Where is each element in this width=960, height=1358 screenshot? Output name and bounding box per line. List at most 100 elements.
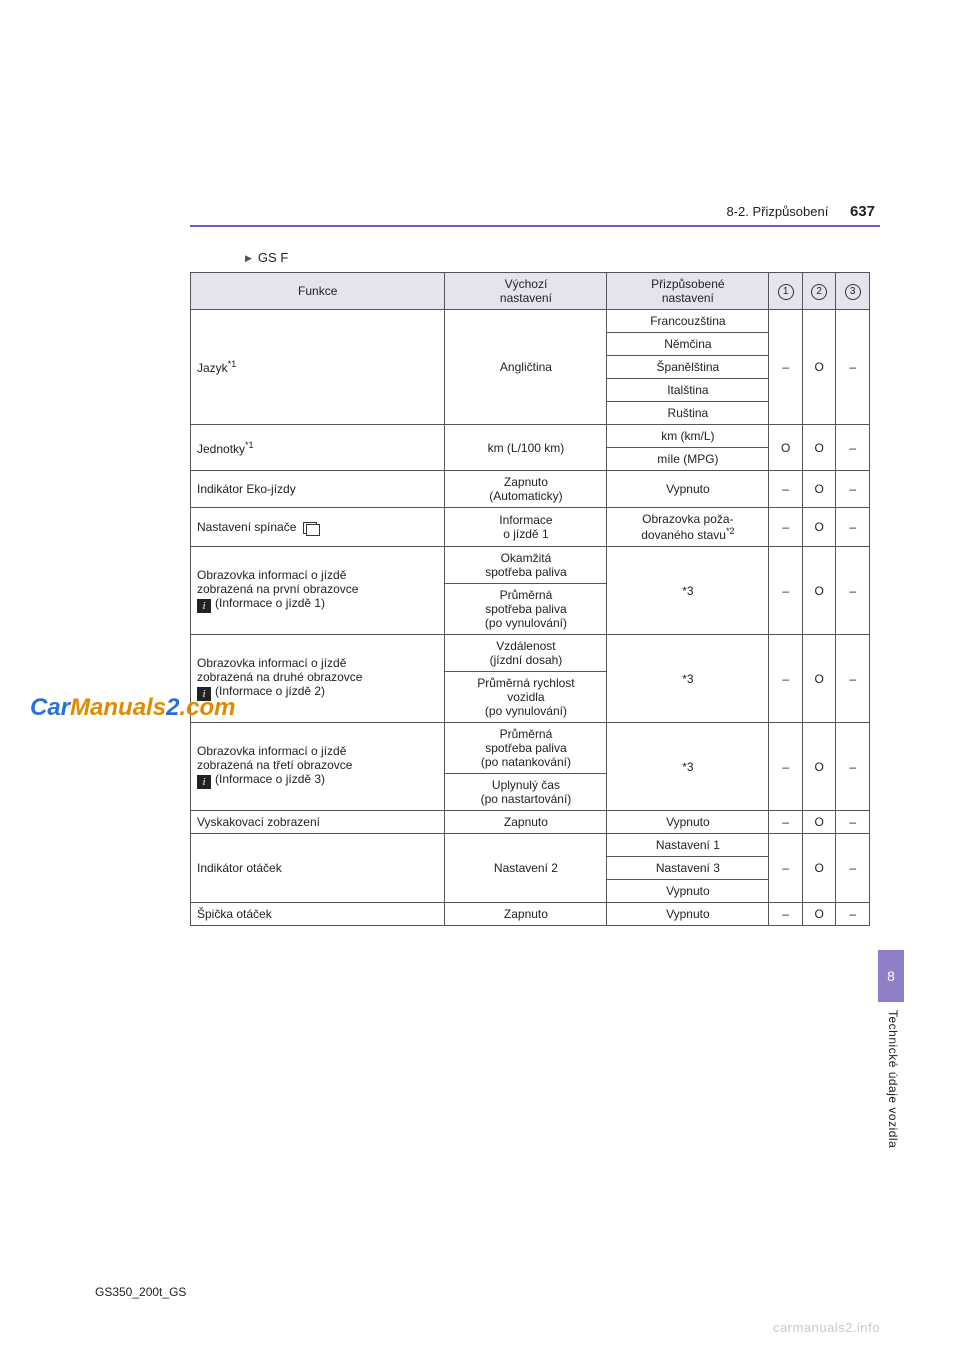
- cell-mark: O: [802, 834, 836, 903]
- cell-mark: –: [836, 811, 870, 834]
- cell-mark: –: [836, 471, 870, 508]
- cell-default: Průměrná spotřeba paliva (po vynulování): [445, 584, 607, 635]
- col-1: 1: [769, 273, 803, 310]
- func-text: Obrazovka informací o jízdě: [197, 656, 346, 670]
- func-text: Obrazovka informací o jízdě: [197, 744, 346, 758]
- func-text: (Informace o jízdě 2): [215, 684, 325, 698]
- cell-mark: –: [769, 834, 803, 903]
- cell-mark: O: [802, 811, 836, 834]
- cell-custom: Ruština: [607, 402, 769, 425]
- switch-icon: [303, 522, 317, 534]
- table-row: Obrazovka informací o jízdě zobrazená na…: [191, 547, 870, 584]
- watermark-part: 2: [166, 694, 179, 721]
- cell-default: Zapnuto: [445, 903, 607, 926]
- cell-default: Zapnuto (Automaticky): [445, 471, 607, 508]
- cell-custom: Nastavení 3: [607, 857, 769, 880]
- page-number: 637: [850, 203, 875, 220]
- cell-custom: *3: [607, 723, 769, 811]
- chapter-label: Technické údaje vozidla: [886, 1010, 900, 1148]
- info-icon: i: [197, 599, 211, 613]
- col-3: 3: [836, 273, 870, 310]
- footnote-marker: *2: [726, 526, 735, 536]
- cell-mark: –: [769, 508, 803, 547]
- cell-mark: –: [836, 903, 870, 926]
- table-row: Obrazovka informací o jízdě zobrazená na…: [191, 635, 870, 672]
- col-custom: Přizpůsobené nastavení: [607, 273, 769, 310]
- cell-custom: Vypnuto: [607, 880, 769, 903]
- cell-mark: –: [836, 723, 870, 811]
- cell-custom: Nastavení 1: [607, 834, 769, 857]
- cell-function: Obrazovka informací o jízdě zobrazená na…: [191, 723, 445, 811]
- cell-mark: O: [802, 310, 836, 425]
- cell-mark: –: [769, 310, 803, 425]
- cell-mark: O: [769, 425, 803, 471]
- cell-custom: *3: [607, 635, 769, 723]
- cell-mark: O: [802, 425, 836, 471]
- col-2: 2: [802, 273, 836, 310]
- col-default: Výchozí nastavení: [445, 273, 607, 310]
- page-header: 8-2. Přizpůsobení 637: [726, 203, 875, 220]
- cell-function: Špička otáček: [191, 903, 445, 926]
- cell-default: km (L/100 km): [445, 425, 607, 471]
- circle-1-icon: 1: [778, 284, 794, 300]
- table-row: Nastavení spínače Informace o jízdě 1 Ob…: [191, 508, 870, 547]
- cell-default: Vzdálenost (jízdní dosah): [445, 635, 607, 672]
- table-row: Vyskakovací zobrazení Zapnuto Vypnuto – …: [191, 811, 870, 834]
- chapter-tab: 8: [878, 950, 904, 1002]
- cell-custom: Obrazovka poža- dovaného stavu*2: [607, 508, 769, 547]
- cell-function: Jazyk*1: [191, 310, 445, 425]
- cell-custom: míle (MPG): [607, 448, 769, 471]
- func-text: zobrazená na třetí obrazovce: [197, 758, 352, 772]
- cell-custom: km (km/L): [607, 425, 769, 448]
- cell-default: Nastavení 2: [445, 834, 607, 903]
- watermark-part: Car: [30, 694, 70, 721]
- cell-mark: –: [769, 635, 803, 723]
- cell-default: Uplynulý čas (po nastartování): [445, 774, 607, 811]
- cell-mark: O: [802, 508, 836, 547]
- header-rule: [190, 225, 880, 227]
- cell-mark: –: [836, 310, 870, 425]
- cell-mark: O: [802, 471, 836, 508]
- section-label: 8-2. Přizpůsobení: [726, 204, 828, 219]
- cell-mark: –: [769, 811, 803, 834]
- circle-3-icon: 3: [845, 284, 861, 300]
- cell-mark: O: [802, 635, 836, 723]
- cell-mark: –: [836, 635, 870, 723]
- cell-mark: –: [769, 723, 803, 811]
- cell-default: Zapnuto: [445, 811, 607, 834]
- cell-custom: Němčina: [607, 333, 769, 356]
- cell-function: Indikátor Eko-jízdy: [191, 471, 445, 508]
- footer-model: GS350_200t_GS: [95, 1285, 186, 1299]
- table-row: Jednotky*1 km (L/100 km) km (km/L) O O –: [191, 425, 870, 448]
- cell-default: Průměrná rychlost vozidla (po vynulování…: [445, 672, 607, 723]
- custom-text: Obrazovka poža- dovaného stavu: [641, 512, 733, 542]
- cell-default: Informace o jízdě 1: [445, 508, 607, 547]
- cell-mark: O: [802, 723, 836, 811]
- cell-mark: O: [802, 903, 836, 926]
- cell-mark: –: [769, 903, 803, 926]
- footnote-marker: *1: [245, 440, 254, 450]
- cell-function: Nastavení spínače: [191, 508, 445, 547]
- cell-mark: –: [769, 547, 803, 635]
- info-icon: i: [197, 687, 211, 701]
- info-icon: i: [197, 775, 211, 789]
- table-header-row: Funkce Výchozí nastavení Přizpůsobené na…: [191, 273, 870, 310]
- cell-custom: Španělština: [607, 356, 769, 379]
- cell-mark: –: [769, 471, 803, 508]
- cell-custom: Vypnuto: [607, 471, 769, 508]
- cell-mark: –: [836, 425, 870, 471]
- settings-table: Funkce Výchozí nastavení Přizpůsobené na…: [190, 272, 870, 926]
- cell-custom: *3: [607, 547, 769, 635]
- func-text: Jazyk: [197, 361, 228, 375]
- cell-default: Angličtina: [445, 310, 607, 425]
- func-text: Nastavení spínače: [197, 520, 296, 534]
- table-row: Indikátor Eko-jízdy Zapnuto (Automaticky…: [191, 471, 870, 508]
- func-text: (Informace o jízdě 1): [215, 596, 325, 610]
- cell-function: Obrazovka informací o jízdě zobrazená na…: [191, 635, 445, 723]
- footer-source: carmanuals2.info: [773, 1320, 880, 1335]
- table-row: Obrazovka informací o jízdě zobrazená na…: [191, 723, 870, 774]
- cell-custom: Vypnuto: [607, 903, 769, 926]
- table-row: Jazyk*1 Angličtina Francouzština – O –: [191, 310, 870, 333]
- func-text: zobrazená na druhé obrazovce: [197, 670, 362, 684]
- cell-function: Obrazovka informací o jízdě zobrazená na…: [191, 547, 445, 635]
